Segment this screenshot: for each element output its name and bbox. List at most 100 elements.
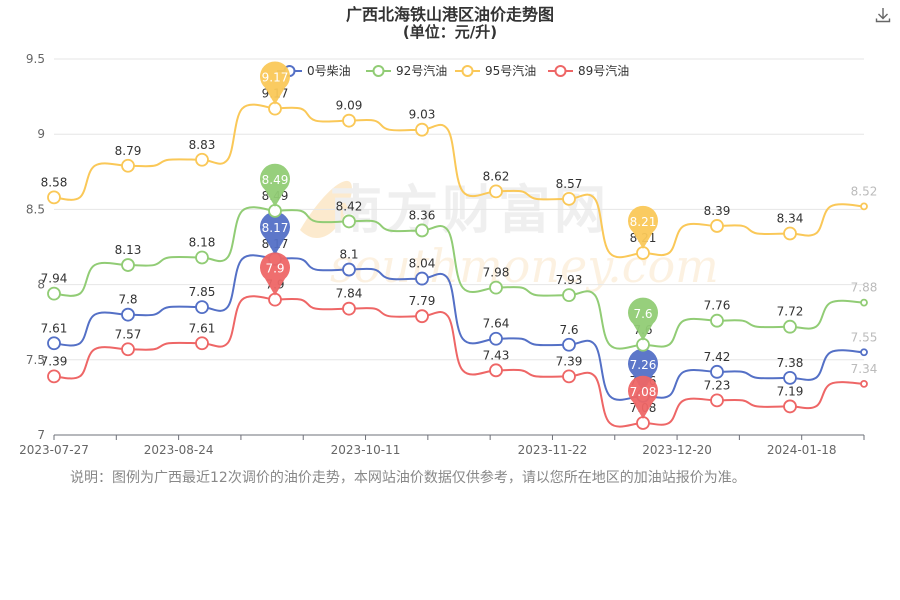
data-point bbox=[195, 250, 209, 265]
data-label: 7.84 bbox=[336, 287, 363, 301]
data-point bbox=[783, 370, 797, 385]
series-line bbox=[53, 295, 865, 428]
legend-marker bbox=[461, 65, 474, 77]
data-label: 7.23 bbox=[704, 378, 731, 392]
data-point bbox=[860, 298, 868, 307]
data-label: 7.57 bbox=[115, 327, 142, 341]
data-point bbox=[121, 307, 135, 322]
data-label: 7.88 bbox=[851, 281, 878, 295]
data-point bbox=[415, 309, 429, 324]
data-label: 7.61 bbox=[189, 321, 216, 335]
x-tick-label: 2023-10-11 bbox=[331, 443, 401, 457]
min-marker: 7.08 bbox=[628, 375, 658, 419]
max-marker: 9.17 bbox=[260, 61, 290, 105]
y-tick-label: 7 bbox=[37, 428, 45, 442]
x-tick-label: 2023-07-27 bbox=[19, 443, 89, 457]
data-label: 8.79 bbox=[115, 144, 142, 158]
data-point bbox=[342, 301, 356, 316]
legend-label: 92号汽油 bbox=[396, 63, 447, 78]
series-line bbox=[53, 103, 865, 259]
data-label: 8.13 bbox=[115, 243, 142, 257]
series-line bbox=[53, 254, 865, 401]
y-tick-label: 7.5 bbox=[26, 353, 45, 367]
y-tick-label: 8 bbox=[37, 278, 45, 292]
pin-label: 7.08 bbox=[630, 385, 657, 399]
watermark-text: 南方财富网 bbox=[330, 181, 610, 241]
data-point bbox=[342, 113, 356, 128]
legend-marker bbox=[372, 65, 385, 77]
legend-item: 92号汽油 bbox=[366, 63, 447, 78]
data-point bbox=[783, 226, 797, 241]
data-point bbox=[783, 399, 797, 414]
data-point bbox=[860, 202, 868, 211]
pin-shape bbox=[628, 297, 658, 341]
data-point bbox=[121, 158, 135, 173]
data-label: 7.94 bbox=[41, 272, 68, 286]
legend-item: 95号汽油 bbox=[455, 63, 536, 78]
data-point bbox=[47, 286, 61, 301]
x-tick-label: 2023-08-24 bbox=[144, 443, 214, 457]
chart-subtitle: (单位：元/升) bbox=[402, 23, 498, 41]
data-label: 8.62 bbox=[483, 169, 510, 183]
x-tick-label: 2023-11-22 bbox=[518, 443, 588, 457]
x-tick-label: 2024-01-18 bbox=[767, 443, 837, 457]
data-label: 7.72 bbox=[777, 305, 804, 319]
data-point bbox=[562, 337, 576, 352]
pin-label: 7.9 bbox=[265, 262, 284, 276]
pin-label: 7.6 bbox=[633, 307, 652, 321]
data-point bbox=[783, 319, 797, 334]
data-label: 8.39 bbox=[704, 204, 731, 218]
legend-label: 89号汽油 bbox=[578, 63, 629, 78]
min-marker: 7.26 bbox=[628, 348, 658, 392]
y-tick-label: 9 bbox=[37, 127, 45, 141]
max-marker: 8.49 bbox=[260, 163, 290, 207]
data-point bbox=[489, 184, 503, 199]
data-label: 7.55 bbox=[851, 330, 878, 344]
data-point bbox=[415, 122, 429, 137]
data-point bbox=[710, 219, 724, 233]
data-point bbox=[562, 369, 576, 384]
data-point bbox=[489, 331, 503, 346]
data-point bbox=[342, 262, 356, 277]
data-label: 8.52 bbox=[851, 184, 878, 198]
chart-note: 说明：图例为广西最近12次调价的油价走势，本网站油价数据仅供参考，请以您所在地区… bbox=[70, 470, 746, 486]
data-label: 8.1 bbox=[339, 248, 358, 262]
pin-label: 8.17 bbox=[262, 221, 289, 235]
data-label: 8.04 bbox=[409, 257, 436, 271]
data-point bbox=[710, 393, 724, 408]
data-label: 7.98 bbox=[483, 266, 510, 280]
data-point bbox=[562, 191, 576, 206]
watermark-url: southmoney.com bbox=[330, 239, 719, 293]
data-point bbox=[860, 379, 868, 388]
download-icon[interactable] bbox=[874, 6, 892, 24]
data-label: 7.61 bbox=[41, 321, 68, 335]
data-label: 8.83 bbox=[189, 138, 216, 152]
max-marker: 8.17 bbox=[260, 211, 290, 256]
x-tick-label: 2023-12-20 bbox=[642, 443, 712, 457]
data-point bbox=[47, 336, 61, 351]
legend-marker bbox=[554, 65, 567, 77]
data-label: 8.36 bbox=[409, 208, 436, 222]
data-point bbox=[342, 214, 356, 229]
legend-label: 95号汽油 bbox=[485, 63, 536, 78]
pin-shape bbox=[260, 163, 290, 207]
pin-label: 8.49 bbox=[262, 173, 289, 187]
data-label: 7.6 bbox=[559, 323, 578, 337]
series-line bbox=[53, 206, 865, 350]
pin-shape bbox=[260, 61, 290, 105]
data-label: 7.19 bbox=[777, 384, 804, 398]
data-point bbox=[195, 300, 209, 315]
data-label: 7.39 bbox=[556, 354, 583, 368]
data-label: 7.79 bbox=[409, 294, 436, 308]
pin-label: 7.26 bbox=[630, 358, 657, 372]
data-point bbox=[121, 342, 135, 357]
data-label: 8.58 bbox=[41, 175, 68, 189]
pin-label: 8.21 bbox=[630, 215, 657, 229]
pin-shape bbox=[260, 211, 290, 256]
data-point bbox=[195, 152, 209, 167]
data-label: 9.03 bbox=[409, 108, 436, 122]
data-label: 8.34 bbox=[777, 211, 804, 225]
data-label: 7.8 bbox=[118, 293, 137, 307]
